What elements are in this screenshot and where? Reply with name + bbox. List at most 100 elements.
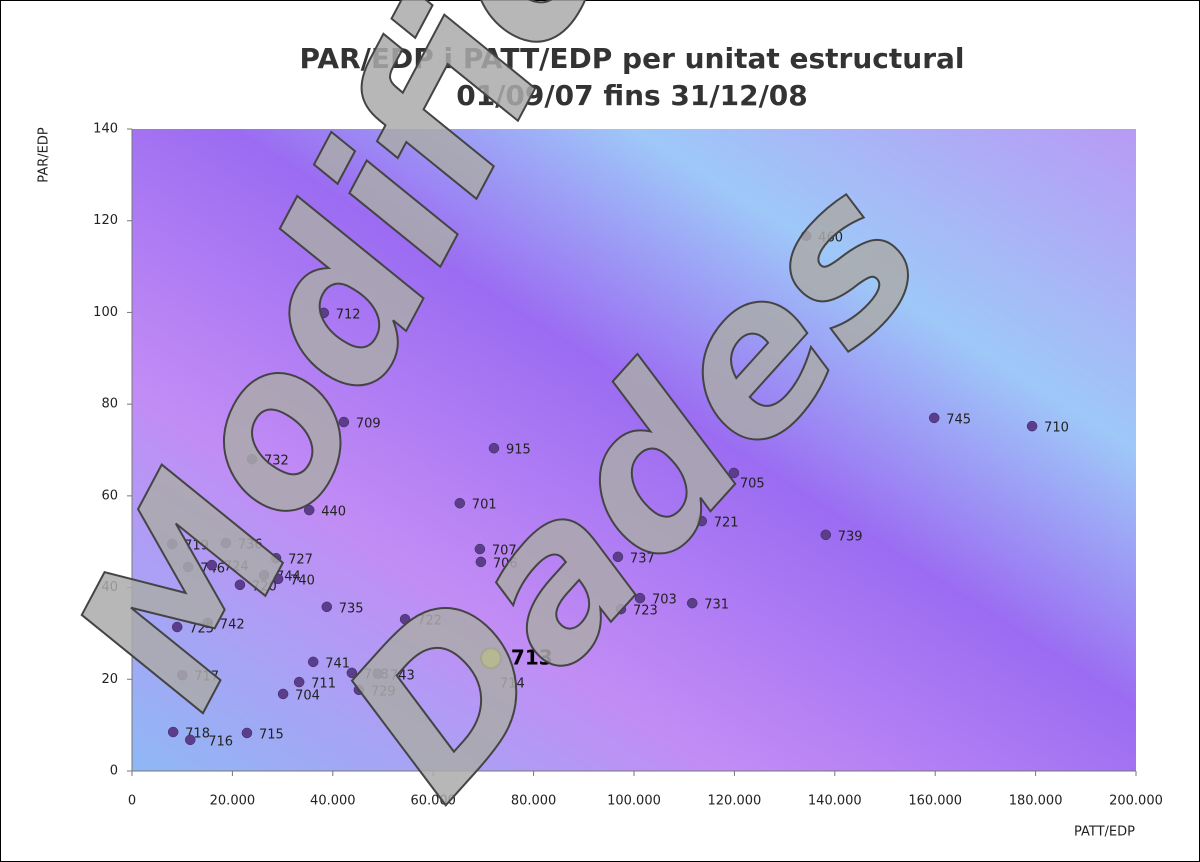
- y-axis-label: PAR/EDP: [37, 127, 52, 183]
- point: [820, 529, 832, 541]
- point: [206, 559, 218, 571]
- point: [321, 601, 333, 613]
- point: [728, 467, 740, 479]
- point-label: 736: [238, 538, 263, 553]
- point-label: 706: [493, 556, 518, 571]
- point-label: 709: [356, 417, 381, 432]
- point-label: 713: [511, 646, 553, 670]
- point: [220, 537, 232, 549]
- point: [171, 621, 183, 633]
- point-label: 727: [288, 553, 313, 568]
- point-label: 721: [714, 516, 739, 531]
- point-label: 725: [189, 622, 214, 637]
- point: [176, 669, 188, 681]
- point: [474, 543, 486, 555]
- point: [293, 676, 305, 688]
- y-tick-label: 0: [110, 764, 118, 779]
- point: [353, 684, 365, 696]
- point-label: 741: [325, 656, 350, 671]
- point: [372, 668, 384, 680]
- point-label: 715: [259, 727, 284, 742]
- point-label: 745: [946, 412, 971, 427]
- point: [1026, 420, 1038, 432]
- point: [346, 667, 358, 679]
- point: [475, 556, 487, 568]
- point: [318, 307, 330, 319]
- point: [479, 647, 502, 670]
- point: [800, 230, 812, 242]
- x-tick-label: 160.000: [908, 794, 962, 809]
- point-label: 915: [506, 443, 531, 458]
- point: [167, 726, 179, 738]
- point: [338, 416, 350, 428]
- point-label: 704: [295, 688, 320, 703]
- point-label: 743: [390, 668, 415, 683]
- point: [488, 442, 500, 454]
- point: [454, 497, 466, 509]
- x-tick-label: 200.000: [1109, 794, 1163, 809]
- y-tick-label: 20: [101, 672, 118, 687]
- x-tick-label: 0: [128, 794, 136, 809]
- y-tick-label: 80: [101, 397, 118, 412]
- y-tick-label: 100: [93, 305, 118, 320]
- point: [399, 613, 411, 625]
- point: [634, 592, 646, 604]
- x-tick-label: 40.000: [310, 794, 356, 809]
- point-label: 707: [492, 544, 517, 559]
- point: [202, 617, 214, 629]
- chart-subtitle: 01/09/07 fins 31/12/08: [456, 79, 808, 112]
- y-tick-label: 140: [93, 122, 118, 137]
- point-label: 729: [371, 684, 396, 699]
- point-label: 716: [208, 734, 233, 749]
- point: [272, 573, 284, 585]
- point: [182, 561, 194, 573]
- point: [184, 734, 196, 746]
- x-tick-label: 140.000: [808, 794, 862, 809]
- point-label: 701: [472, 498, 497, 513]
- point: [615, 603, 627, 615]
- point-label: 742: [220, 617, 245, 632]
- x-tick-label: 20.000: [210, 794, 256, 809]
- point: [303, 504, 315, 516]
- plot-area: [132, 129, 1136, 771]
- point-label: 460: [818, 230, 843, 245]
- point-label: 735: [339, 601, 364, 616]
- x-tick-label: 120.000: [708, 794, 762, 809]
- point-label: 740: [290, 573, 315, 588]
- point: [258, 569, 270, 581]
- point-label: 703: [652, 593, 677, 608]
- x-tick-label: 80.000: [511, 794, 557, 809]
- point-label: 712: [336, 307, 361, 322]
- point-label: 731: [704, 598, 729, 613]
- point: [928, 412, 940, 424]
- chart-title: PAR/EDP i PATT/EDP per unitat estructura…: [299, 42, 964, 75]
- point-label: 711: [311, 677, 336, 692]
- point: [612, 551, 624, 563]
- x-tick-label: 60.000: [410, 794, 456, 809]
- y-tick-label: 120: [93, 213, 118, 228]
- point: [246, 453, 258, 465]
- point-label: 705: [740, 476, 765, 491]
- marks: 0 20.000 40.000 60.000 80.000 100.000 120.000 1…: [93, 122, 1163, 809]
- y-tick-label: 40: [101, 580, 118, 595]
- x-tick-label: 100.000: [607, 794, 661, 809]
- point-label: 717: [194, 670, 219, 685]
- x-tick-label: 180.000: [1009, 794, 1063, 809]
- point: [234, 579, 246, 591]
- point: [686, 597, 698, 609]
- point: [241, 727, 253, 739]
- point-label: 723: [633, 604, 658, 619]
- x-axis-label: PATT/EDP: [1074, 825, 1135, 840]
- y-tick-label: 60: [101, 488, 118, 503]
- point-label: 737: [630, 551, 655, 566]
- point-label: 440: [321, 505, 346, 520]
- point-label: 724: [224, 560, 249, 575]
- point-label: 710: [1044, 421, 1069, 436]
- point: [277, 688, 289, 700]
- point: [166, 538, 178, 550]
- point: [307, 656, 319, 668]
- point: [696, 515, 708, 527]
- point-label: 722: [417, 614, 442, 629]
- point-label: 720: [252, 579, 277, 594]
